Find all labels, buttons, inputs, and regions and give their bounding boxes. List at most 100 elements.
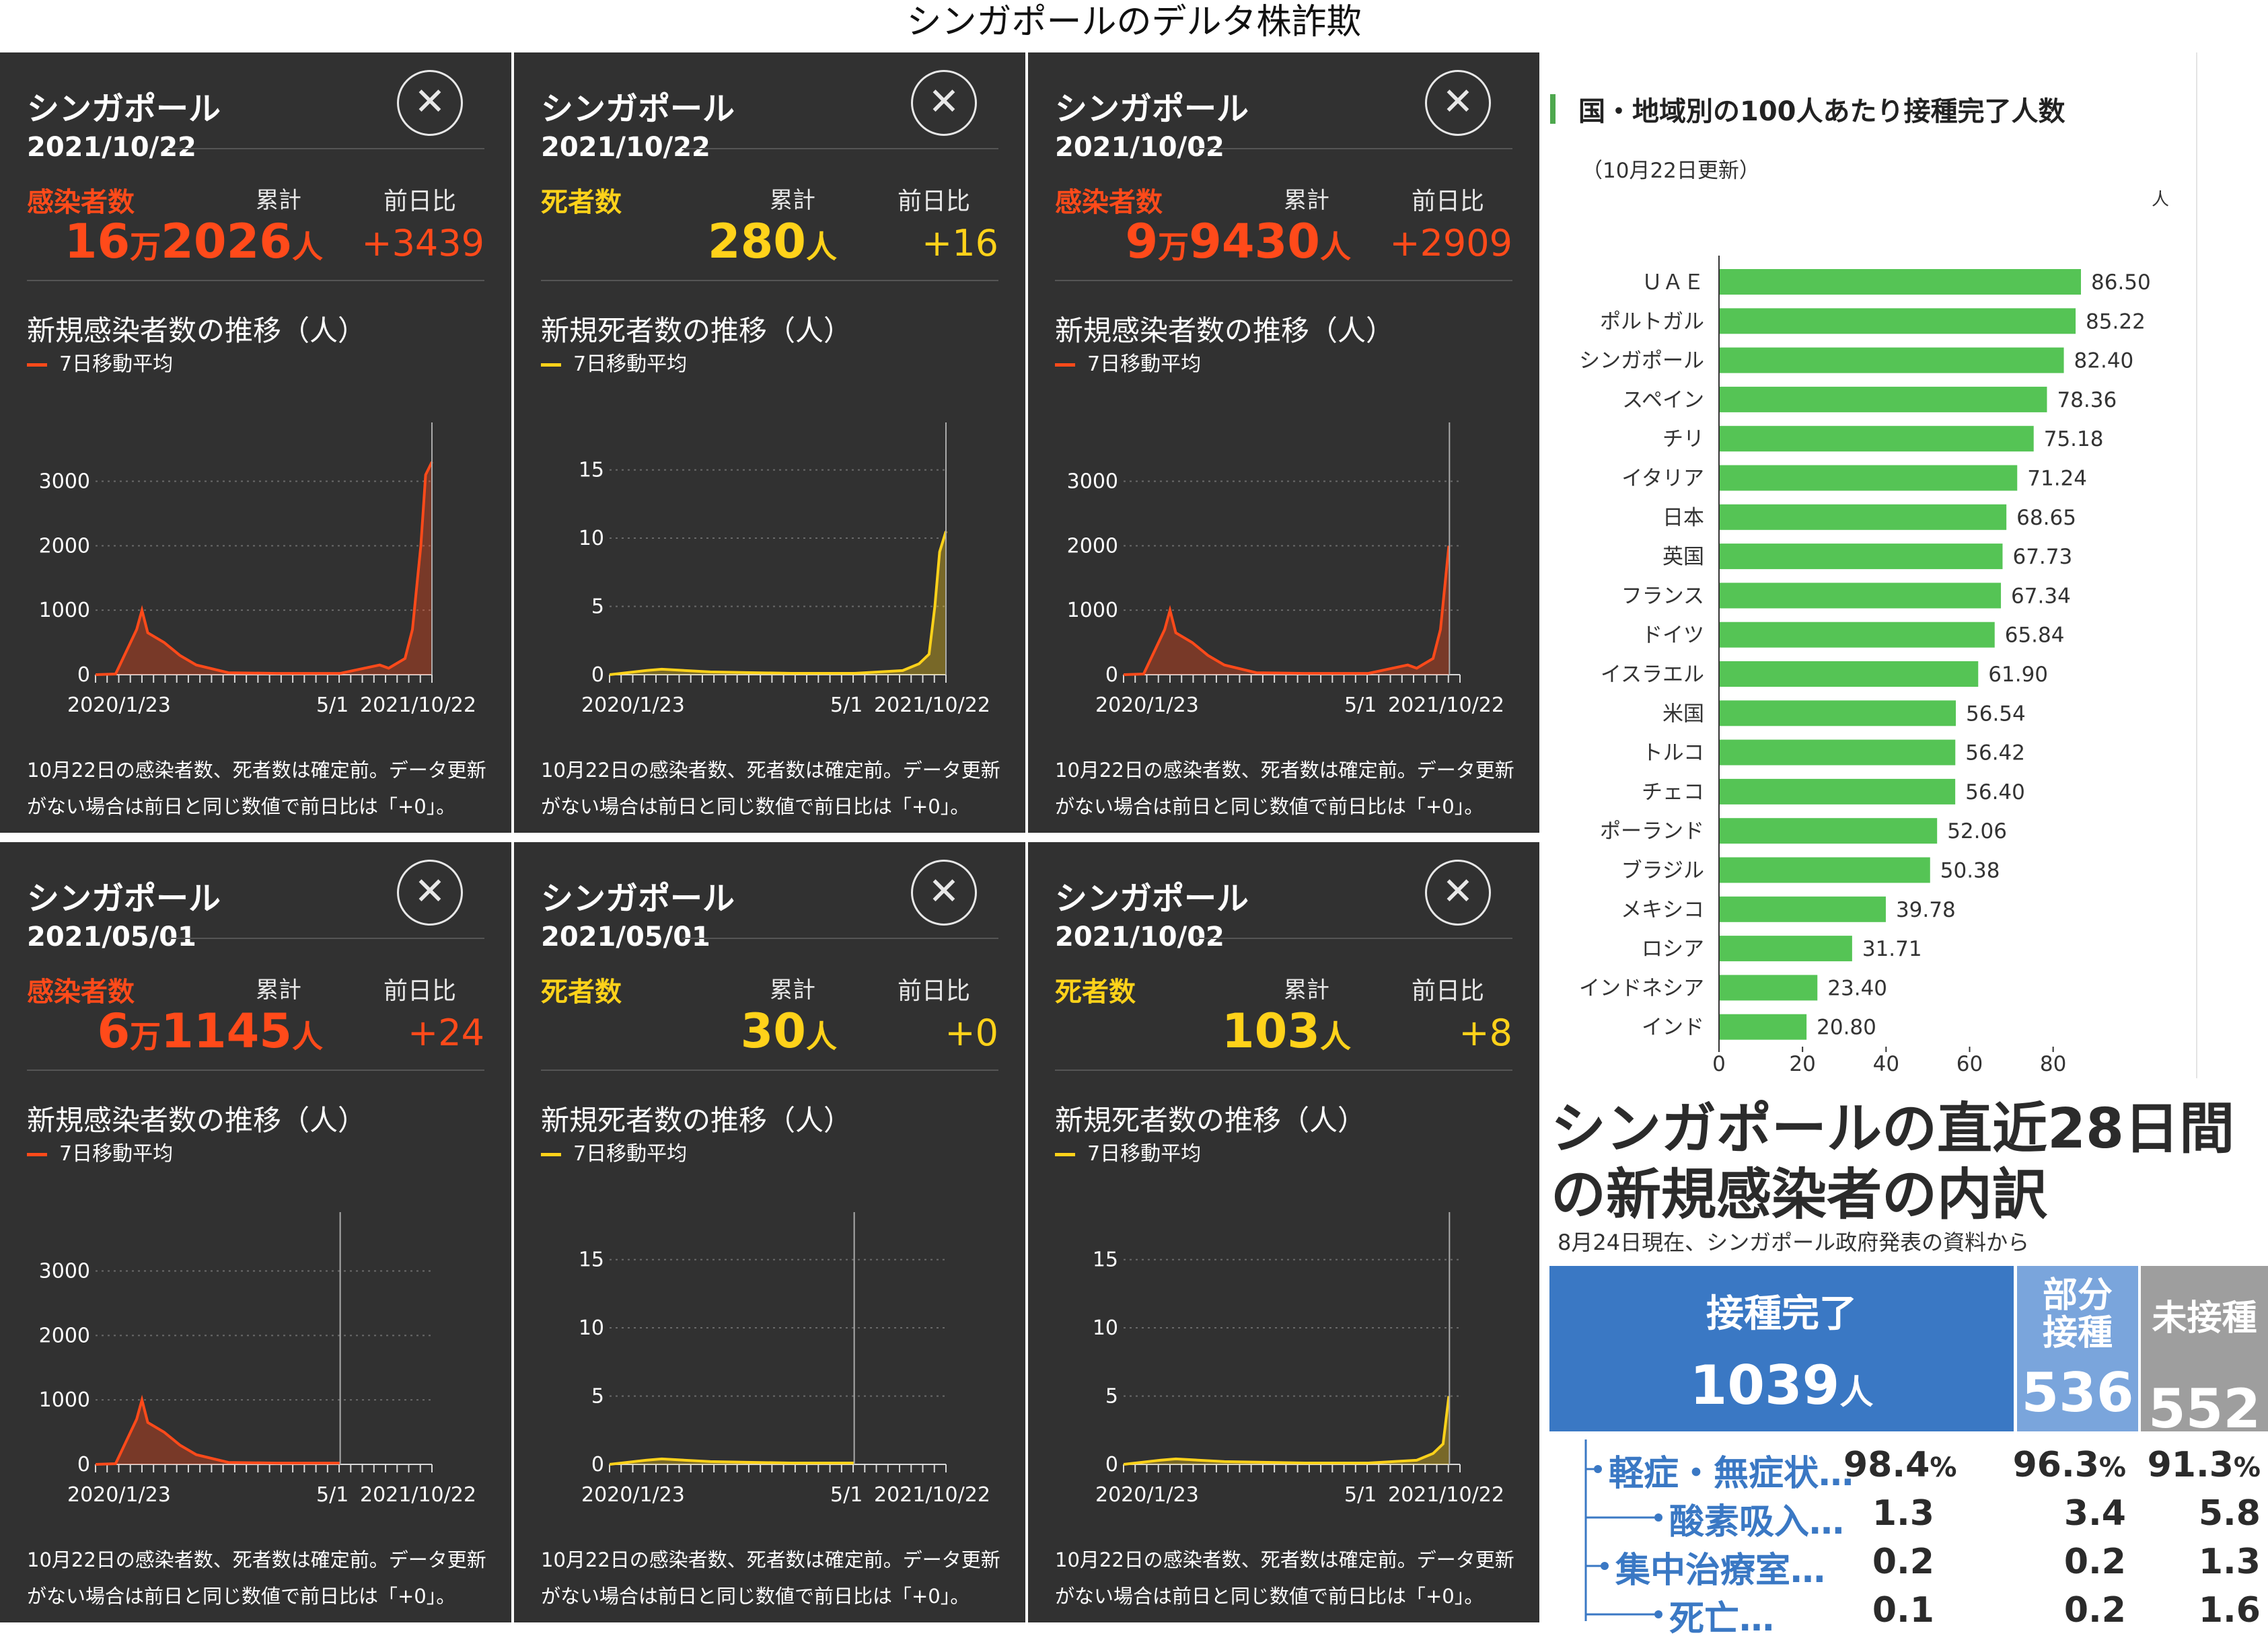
value-label: 39.78	[1896, 898, 1956, 922]
trend-chart: 3000 2000 1000 0 2020/1/23 5/1 2021/10/22	[39, 422, 476, 717]
row-value: 1.3	[1843, 1493, 1934, 1534]
count-number: 1039	[1689, 1354, 1840, 1417]
legend-swatch	[27, 1153, 47, 1156]
panel-diff: +24	[408, 1012, 484, 1054]
value-number: 1.6	[2198, 1590, 2261, 1631]
bar	[1720, 465, 2018, 491]
row-value: 0.1	[1843, 1590, 1934, 1631]
panel-metric: 死者数	[541, 977, 622, 1008]
row-value: 0.2	[1995, 1590, 2126, 1631]
legend-label: 7日移動平均	[573, 352, 688, 376]
group-count: 552	[2148, 1378, 2261, 1440]
series-line	[609, 531, 947, 676]
trend-chart: 15 10 5 0 2020/1/23 5/1 2021/10/22	[579, 422, 990, 717]
bar	[1720, 622, 1995, 648]
connector-dot	[1654, 1513, 1662, 1522]
category-label: 英国	[1662, 545, 1704, 569]
close-button[interactable]: ✕	[911, 860, 977, 926]
breakdown-title-line1: シンガポールの直近28日間	[1551, 1097, 2235, 1161]
panel-diff: +8	[1459, 1012, 1512, 1054]
panel-rule	[27, 280, 484, 281]
group-name: 部分 接種	[2017, 1277, 2138, 1352]
row-label: 集中治療室…	[1615, 1550, 1826, 1591]
category-label: ロシア	[1642, 937, 1704, 961]
group-name-line: 部分	[2042, 1275, 2113, 1316]
y-tick-label: 3000	[1067, 470, 1118, 494]
value-number: 91.3	[2147, 1445, 2234, 1485]
panel-country: シンガポール	[541, 90, 735, 128]
diff-label: 前日比	[1412, 977, 1485, 1005]
value-label: 68.65	[2016, 506, 2076, 530]
breakdown-row: 酸素吸入… 1.3 3.4 5.8	[1551, 1488, 2268, 1542]
panel-metric: 感染者数	[1055, 187, 1163, 218]
close-button[interactable]: ✕	[1425, 860, 1491, 926]
panel-divider	[1196, 148, 1512, 149]
panel-date: 2021/05/01	[27, 922, 196, 952]
bar	[1720, 936, 1852, 962]
category-label: ドイツ	[1642, 624, 1704, 648]
panel-divider	[168, 148, 484, 149]
count-unit: 人	[1839, 1373, 1874, 1412]
close-button[interactable]: ✕	[1425, 70, 1491, 136]
panel-country: シンガポール	[541, 880, 735, 917]
covid-stat-panel: シンガポール 2021/05/01 ✕ 死者数 累計 前日比 30人 +0 新規死者数の推移（人…	[514, 842, 1025, 1622]
chart-legend: 7日移動平均	[1055, 1137, 1201, 1166]
value-label: 75.18	[2044, 427, 2104, 451]
series-area	[1124, 1396, 1449, 1464]
category-label: インド	[1642, 1016, 1704, 1040]
panel-country: シンガポール	[27, 880, 221, 917]
total-number: 2026	[161, 214, 292, 269]
legend-swatch	[541, 363, 561, 367]
group-count: 536	[2021, 1361, 2134, 1424]
connector-dot	[1601, 1562, 1609, 1570]
series-line	[1123, 546, 1451, 676]
bar-chart: 0 20 40 60 80 ＵＡＥ 86.50 ポルトガル 85.22 シンガポール 82.40 スペ…	[1579, 256, 2151, 1076]
row-value: 1.3	[2139, 1542, 2261, 1582]
panel-rule	[27, 1070, 484, 1071]
y-tick-label: 15	[579, 459, 604, 482]
series-line	[95, 1394, 340, 1466]
covid-stat-panel: シンガポール 2021/05/01 ✕ 感染者数 累計 前日比 6万1145人 +24 新規感染…	[0, 842, 511, 1622]
cumulative-label: 累計	[1284, 187, 1329, 214]
x-tick-label: 2021/10/22	[360, 694, 476, 717]
close-button[interactable]: ✕	[397, 860, 463, 926]
x-tick-label: 2020/1/23	[581, 1483, 685, 1507]
breakdown-title-line2: の新規感染者の内訳	[1551, 1163, 2048, 1227]
x-tick-label: 20	[1789, 1052, 1815, 1076]
total-number: 103	[1221, 1004, 1320, 1059]
panel-divider	[682, 938, 998, 939]
category-label: イスラエル	[1601, 663, 1704, 687]
panel-metric: 感染者数	[27, 187, 135, 218]
y-tick-label: 15	[1093, 1248, 1118, 1272]
connector-dot	[1594, 1465, 1602, 1473]
value-label: 56.42	[1965, 741, 2025, 765]
total-number: 9430	[1189, 214, 1320, 269]
close-button[interactable]: ✕	[911, 70, 977, 136]
close-button[interactable]: ✕	[397, 70, 463, 136]
total-prefix: 6	[97, 1004, 131, 1059]
breakdown-row: 死亡… 0.1 0.2 1.6	[1551, 1585, 2268, 1639]
breakdown-title: シンガポールの直近28日間 の新規感染者の内訳	[1551, 1096, 2234, 1228]
panel-total: 16万2026人	[27, 214, 323, 269]
covid-stat-panel: シンガポール 2021/10/22 ✕ 死者数 累計 前日比 280人 +16 新規死者数の推移…	[514, 52, 1025, 833]
value-label: 56.40	[1965, 780, 2025, 804]
y-tick-label: 1000	[1067, 599, 1118, 622]
bar	[1720, 975, 1818, 1001]
y-tick-label: 10	[579, 1316, 604, 1340]
value-label: 23.40	[1827, 976, 1887, 1000]
bar	[1720, 504, 2007, 530]
bar-chart-subtitle: （10月22日更新）	[1582, 159, 1760, 183]
value-label: 71.24	[2027, 467, 2087, 491]
y-tick-label: 0	[77, 1453, 90, 1476]
bar-chart-unit: 人	[2152, 190, 2170, 210]
panel-divider	[682, 148, 998, 149]
value-label: 31.71	[1862, 937, 1922, 961]
row-label: 酸素吸入…	[1669, 1502, 1845, 1542]
legend-swatch	[1055, 363, 1075, 367]
panel-note: 10月22日の感染者数、死者数は確定前。データ更新がない場合は前日と同じ数値で前…	[27, 759, 486, 818]
panel-country: シンガポール	[1055, 90, 1249, 128]
total-unit: 人	[1320, 229, 1351, 265]
series-area	[96, 461, 432, 675]
value-number: 1.3	[2198, 1542, 2261, 1582]
covid-stat-panel: シンガポール 2021/10/02 ✕ 感染者数 累計 前日比 9万9430人 +2909 新規…	[1028, 52, 1539, 833]
